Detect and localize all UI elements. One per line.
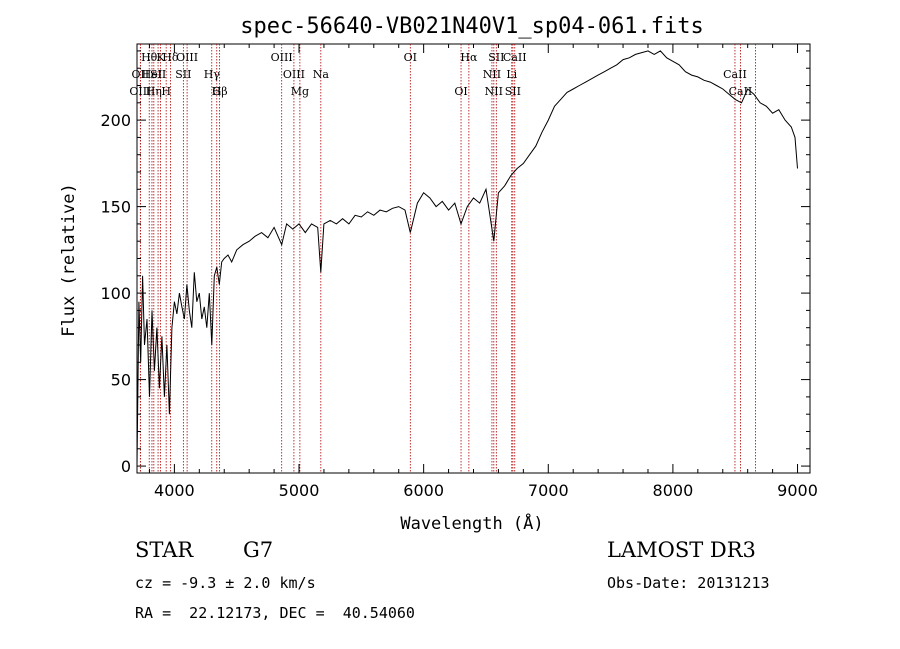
spectrum-series (136, 50, 798, 467)
spectral-line-label: Mg (291, 85, 309, 98)
spectral-line-label: NII (483, 68, 501, 81)
spectral-line-label: HeI (142, 68, 162, 81)
spectral-line-label: Li (506, 68, 517, 81)
x-tick-label: 8000 (653, 481, 694, 500)
x-axis-ticks: 4000 5000 6000 7000 8000 9000 (148, 44, 818, 500)
coordinates: RA = 22.12173, DEC = 40.54060 (135, 604, 415, 622)
spectral-line-label: Hγ (204, 68, 221, 81)
y-tick-label: 50 (111, 371, 131, 390)
spectral-line-label: Hδ (162, 51, 179, 64)
object-subclass: G7 (243, 538, 274, 562)
y-tick-label: 0 (121, 457, 131, 476)
plot-frame (136, 43, 811, 474)
spectral-line-label: Hα (460, 51, 478, 64)
x-tick-label: 6000 (403, 481, 444, 500)
spectral-line-label: SII (488, 51, 504, 64)
y-axis-ticks: 0 50 100 150 200 (100, 50, 810, 476)
x-tick-label: 5000 (279, 481, 320, 500)
spectral-line-label: CaII (503, 51, 527, 64)
spectral-line-label: K (156, 51, 165, 64)
spectral-line-label: H (161, 85, 171, 98)
spectral-line-label: Hβ (212, 85, 228, 98)
spectral-line-label: OI (404, 51, 417, 64)
spectral-line-label: OIII (283, 68, 305, 81)
spectral-line-label: CaII (723, 68, 747, 81)
chart-title: spec-56640-VB021N40V1_sp04-061.fits (240, 14, 704, 39)
spectral-line-labels: OII OIII Hθ HeI Hη SII K H Hδ SII OIII Hγ GHβ OIII OII… (129, 51, 752, 98)
spectral-line-label: OIII (271, 51, 293, 64)
object-class: STAR (135, 538, 194, 562)
x-axis-label: Wavelength (Å) (400, 512, 543, 534)
spectral-line-label: OIII (176, 51, 198, 64)
spectral-line-label: NII (485, 85, 503, 98)
spectral-line-label: SII (150, 68, 166, 81)
y-tick-label: 200 (100, 111, 131, 130)
redshift-velocity: cz = -9.3 ± 2.0 km/s (135, 574, 316, 592)
y-tick-label: 150 (100, 198, 131, 217)
spectral-line-label: CaII (729, 85, 753, 98)
spectral-line-label: Hη (146, 85, 162, 98)
x-tick-label: 9000 (777, 481, 818, 500)
y-axis-label: Flux (relative) (59, 183, 79, 337)
spectral-line-label: OIII (129, 85, 151, 98)
x-tick-label: 4000 (154, 481, 195, 500)
spectral-line-label: OII (132, 68, 150, 81)
y-tick-label: 100 (100, 284, 131, 303)
survey-name: LAMOST DR3 (607, 538, 756, 562)
x-tick-label: 7000 (528, 481, 569, 500)
spectral-line-label: Na (313, 68, 330, 81)
spectral-line-label: G (212, 85, 221, 98)
spectral-line-label: Hθ (141, 51, 158, 64)
observation-date: Obs-Date: 20131213 (607, 574, 770, 592)
spectral-line-label: SII (505, 85, 521, 98)
spectral-line-label: OI (454, 85, 467, 98)
spectral-line-label: SII (175, 68, 191, 81)
